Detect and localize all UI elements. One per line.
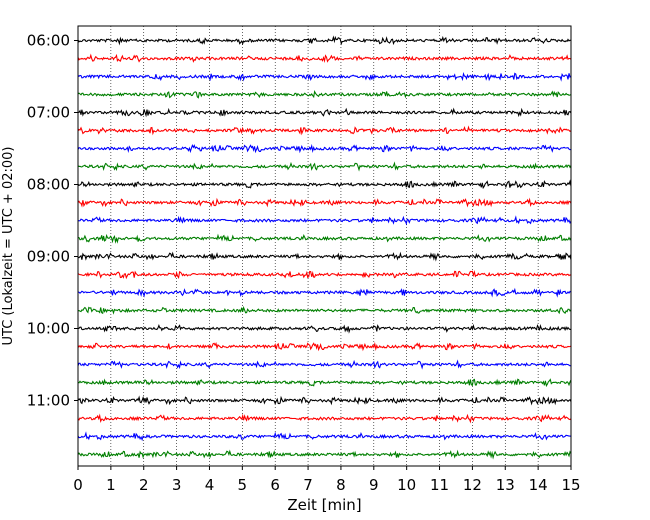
trace-row [77,431,572,442]
trace-row [77,413,572,424]
trace-row [77,233,572,244]
y-tick-label: 08:00 [27,176,70,194]
x-tick-label: 12 [463,476,482,494]
trace-row [77,305,572,315]
vertical-gridlines [110,26,539,466]
x-tick-label: 0 [73,476,83,494]
trace-row [77,143,572,154]
x-axis-label: Zeit [min] [287,496,361,514]
x-tick-label: 7 [303,476,313,494]
x-tick-label: 15 [561,476,580,494]
x-tick-label: 11 [430,476,449,494]
plot-frame [77,25,572,467]
x-tick-label: 1 [106,476,116,494]
x-tick-label: 14 [529,476,548,494]
seismogram-traces [77,35,572,460]
trace-row [77,53,572,63]
x-tick-label: 4 [205,476,215,494]
trace-row [77,35,572,46]
x-tick-label: 3 [172,476,182,494]
y-tick-label: 10:00 [27,320,70,338]
x-axis-ticks: 0 1 2 3 4 5 6 7 8 9 10 11 12 13 14 15 [73,466,581,494]
x-tick-label: 2 [139,476,149,494]
x-tick-label: 10 [397,476,416,494]
trace-row [77,359,572,370]
x-tick-label: 6 [270,476,280,494]
x-tick-label: 13 [496,476,515,494]
trace-row [77,89,572,99]
y-tick-label: 06:00 [27,32,70,50]
trace-row [77,287,572,298]
trace-row [77,72,572,82]
trace-row [77,378,572,388]
y-axis-ticks: 06:00 07:00 08:00 09:00 10:00 11:00 [27,32,78,410]
trace-row [77,251,572,262]
plot-background [78,26,571,466]
y-tick-label: 07:00 [27,104,70,122]
trace-row [77,161,572,172]
x-tick-label: 8 [336,476,346,494]
trace-row [77,341,572,352]
y-tick-label: 11:00 [27,392,70,410]
x-tick-label: 9 [369,476,379,494]
trace-row [77,449,572,460]
trace-row [77,179,572,190]
y-axis-label: UTC (Lokalzeit = UTC + 02:00) [1,147,16,346]
trace-row [77,270,572,280]
trace-row [77,197,572,208]
x-tick-label: 5 [238,476,248,494]
trace-row [77,215,572,226]
trace-row [77,125,572,136]
y-tick-label: 09:00 [27,248,70,266]
trace-row [77,395,572,406]
trace-row [77,323,571,334]
trace-row [78,107,572,118]
